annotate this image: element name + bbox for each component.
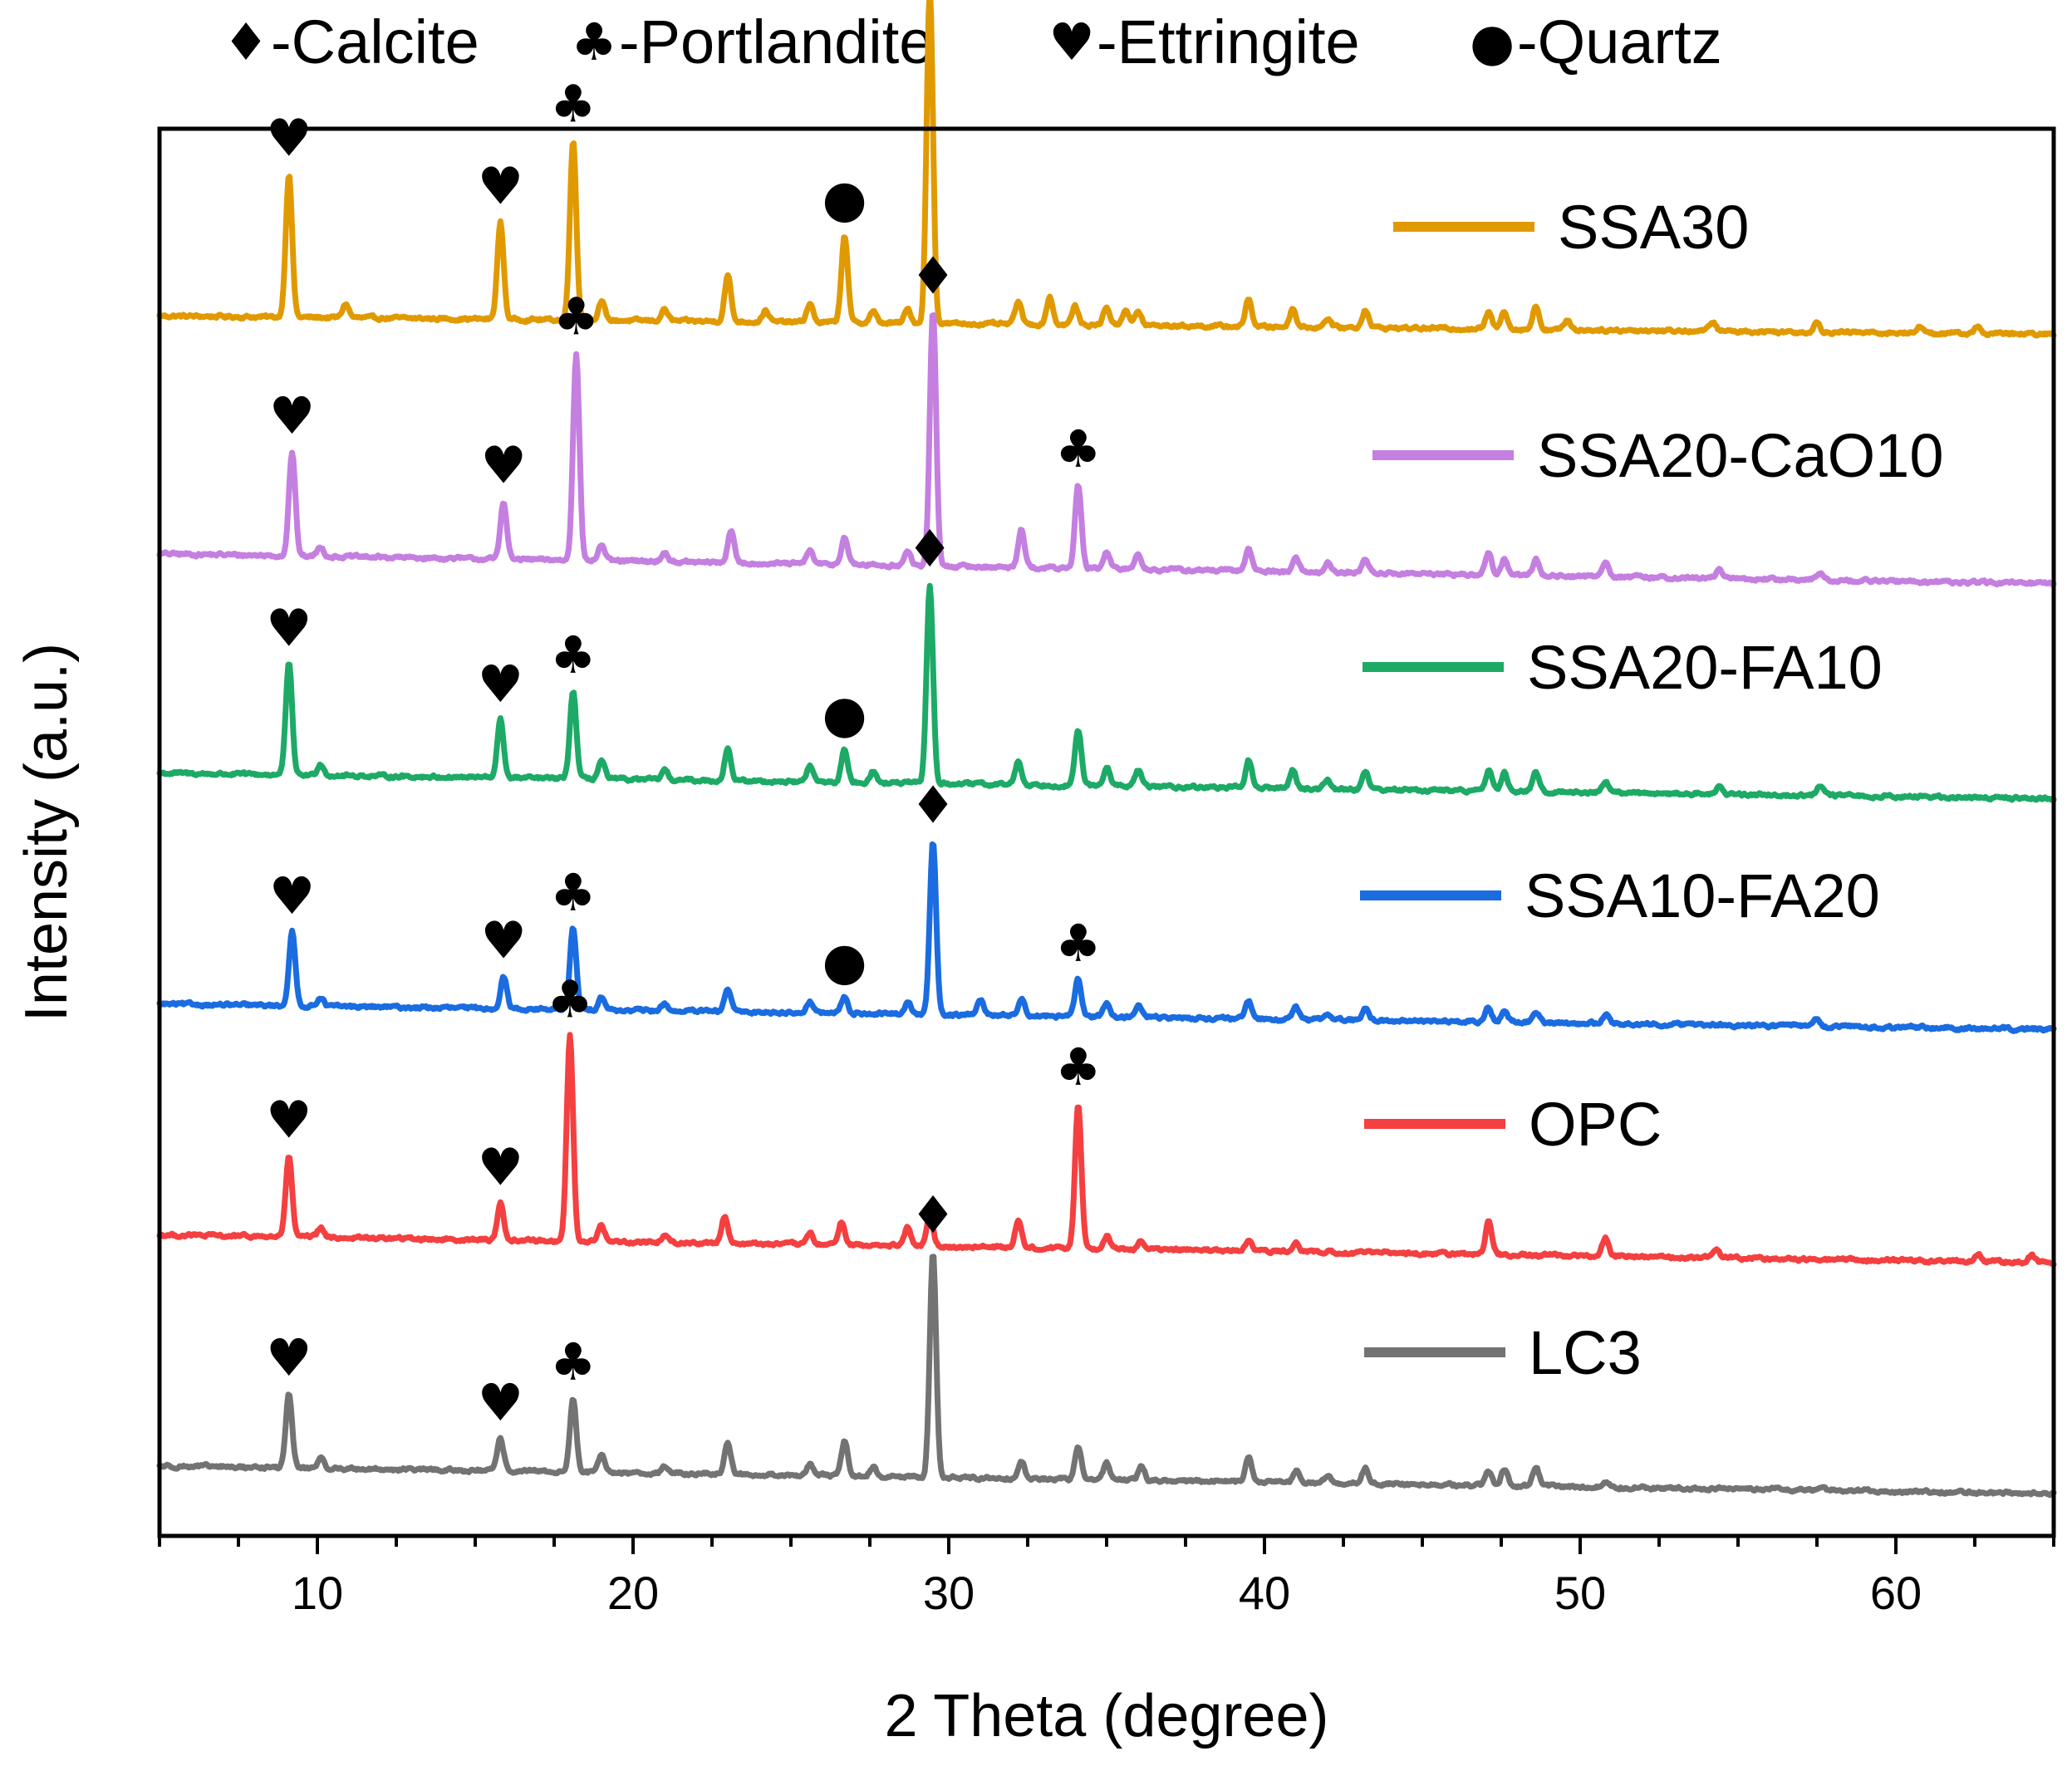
legend: SSA30 SSA20-CaO10 SSA20-FA10 SSA10-FA20 OPC L… <box>1360 193 1944 1387</box>
series-line <box>156 1032 2057 1268</box>
legend-label: LC3 <box>1529 1318 1642 1387</box>
peak-marker: ♥ <box>266 1327 312 1388</box>
series-line <box>156 0 2057 339</box>
peak-marker: ♥ <box>266 597 312 658</box>
legend-label: SSA30 <box>1558 193 1749 262</box>
phase-key-label: -Calcite <box>271 7 479 76</box>
x-tick-label: 10 <box>292 1567 343 1619</box>
peak-marker: ♣ <box>550 625 597 685</box>
plot-frame <box>157 126 2056 1538</box>
legend-label: SSA20-FA10 <box>1527 633 1883 702</box>
x-tick-label: 50 <box>1554 1567 1606 1619</box>
series-line <box>156 582 2057 803</box>
peak-marker: ♣ <box>1055 419 1102 479</box>
peak-marker: ♥ <box>266 1090 312 1150</box>
series-line <box>156 841 2057 1034</box>
peak-marker: ♣ <box>553 286 600 346</box>
peak-marker: ♥ <box>478 654 524 714</box>
legend-label: SSA10-FA20 <box>1525 861 1880 930</box>
peak-marker: ● <box>822 169 867 229</box>
peak-marker: ♦ <box>906 518 953 579</box>
peak-marker: ♦ <box>910 775 956 836</box>
peak-markers: ♥♥♣●♦♥♥♣♦♣♥♥♣●♦♥♥♣●♦♣♥♥♣♣♥♥♣♦ <box>266 73 1102 1433</box>
legend-label: SSA20-CaO10 <box>1537 421 1944 490</box>
peak-marker: ♣ <box>550 862 597 923</box>
peak-marker: ♥ <box>480 435 527 496</box>
x-tick-label: 40 <box>1239 1567 1290 1619</box>
legend-label: OPC <box>1529 1090 1662 1159</box>
peak-marker: ♥ <box>269 866 316 926</box>
y-axis-title: Intensity (a.u.) <box>13 643 80 1022</box>
peak-marker: ♣ <box>550 1332 597 1392</box>
peak-marker: ♥ <box>269 385 316 446</box>
phase-key-label: -Ettringite <box>1097 7 1360 76</box>
phase-key-label: -Portlandite <box>619 7 933 76</box>
phase-key-label: -Quartz <box>1517 7 1722 76</box>
peak-marker: ● <box>822 930 867 991</box>
series-line <box>156 312 2057 588</box>
phase-key-symbol: ♦ <box>223 12 269 72</box>
x-axis-title: 2 Theta (degree) <box>884 1683 1328 1749</box>
peak-marker: ♣ <box>547 969 593 1030</box>
series-line <box>156 1253 2057 1499</box>
peak-marker: ♥ <box>266 107 312 168</box>
phase-key-symbol: ● <box>1470 12 1515 72</box>
x-tick-label: 20 <box>607 1567 659 1619</box>
peak-marker: ♥ <box>478 1136 524 1197</box>
plot-curves <box>156 0 2057 1499</box>
peak-marker: ♥ <box>478 156 524 217</box>
peak-marker: ♥ <box>480 910 527 970</box>
x-tick-label: 60 <box>1870 1567 1922 1619</box>
phase-key-symbol: ♥ <box>1048 12 1095 72</box>
phase-key-symbol: ♣ <box>571 12 617 72</box>
phase-key: ♦ -Calcite ♣ -Portlandite ♥ -Ettringite ● -Quar… <box>223 7 1722 76</box>
peak-marker: ♣ <box>1055 913 1102 974</box>
x-axis-ticks: 10 20 30 40 50 60 <box>158 1536 2055 1619</box>
peak-marker: ● <box>822 684 867 744</box>
x-tick-label: 30 <box>923 1567 975 1619</box>
peak-marker: ♦ <box>910 246 956 307</box>
peak-marker: ♣ <box>550 73 597 134</box>
peak-marker: ♥ <box>478 1372 524 1433</box>
peak-marker: ♦ <box>910 1185 956 1245</box>
peak-marker: ♣ <box>1055 1037 1102 1097</box>
